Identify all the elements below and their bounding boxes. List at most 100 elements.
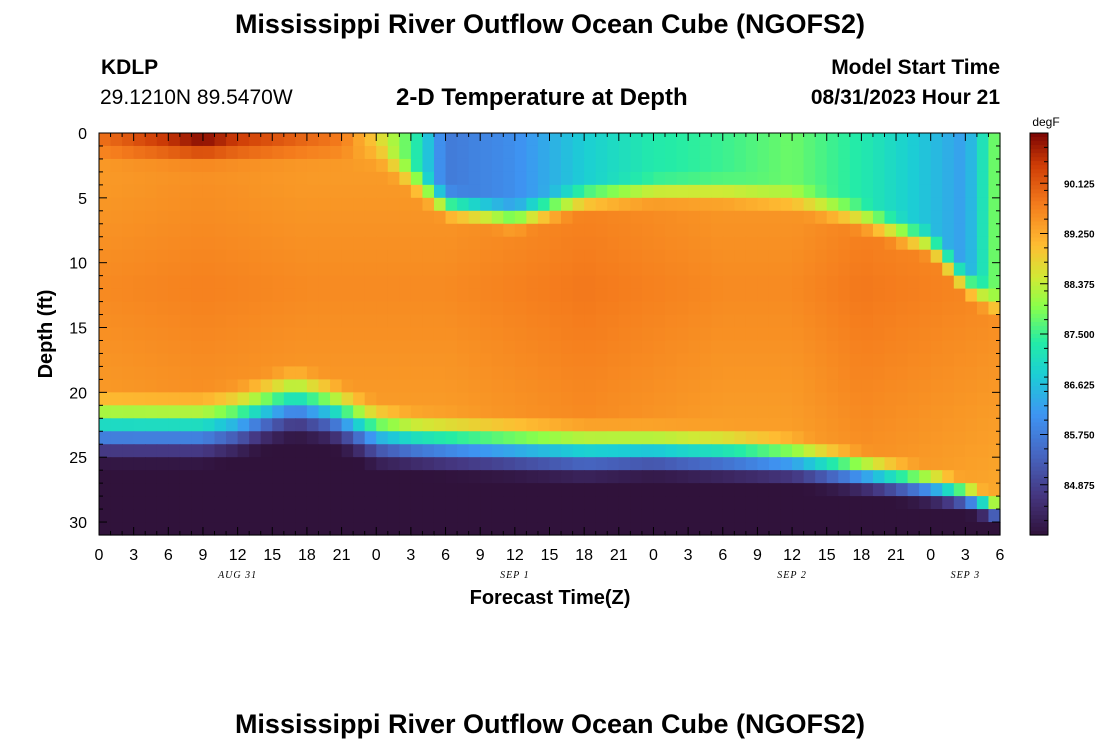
- heatmap-cell: [364, 340, 377, 355]
- heatmap-cell: [988, 288, 1001, 303]
- heatmap-cell: [942, 353, 955, 368]
- heatmap-cell: [237, 392, 250, 406]
- heatmap-cell: [953, 327, 966, 342]
- heatmap-cell: [399, 210, 412, 225]
- heatmap-cell: [191, 210, 204, 225]
- heatmap-cell: [237, 340, 250, 355]
- heatmap-cell: [260, 509, 273, 523]
- heatmap-cell: [480, 496, 493, 510]
- heatmap-cell: [237, 275, 250, 290]
- heatmap-cell: [676, 158, 689, 173]
- heatmap-cell: [168, 496, 181, 510]
- heatmap-cell: [630, 353, 643, 368]
- heatmap-cell: [468, 197, 481, 212]
- heatmap-cell: [607, 158, 620, 173]
- heatmap-cell: [988, 496, 1001, 510]
- heatmap-cell: [387, 288, 400, 303]
- heatmap-cell: [699, 509, 712, 523]
- heatmap-cell: [537, 262, 551, 277]
- heatmap-cell: [168, 418, 181, 432]
- heatmap-cell: [965, 366, 978, 380]
- heatmap-cell: [110, 353, 123, 368]
- heatmap-cell: [410, 457, 424, 471]
- heatmap-cell: [110, 236, 123, 251]
- heatmap-cell: [641, 158, 655, 173]
- heatmap-cell: [630, 145, 643, 160]
- heatmap-cell: [861, 145, 874, 160]
- heatmap-cell: [757, 314, 770, 329]
- heatmap-cell: [872, 197, 886, 212]
- heatmap-cell: [526, 509, 539, 523]
- heatmap-cell: [930, 133, 943, 147]
- heatmap-cell: [826, 470, 839, 484]
- heatmap-cell: [433, 184, 447, 199]
- heatmap-cell: [226, 457, 239, 471]
- heatmap-cell: [168, 184, 181, 199]
- heatmap-cell: [410, 353, 424, 368]
- heatmap-cell: [872, 223, 886, 238]
- heatmap-cell: [122, 470, 135, 484]
- heatmap-cell: [607, 340, 620, 355]
- heatmap-cell: [768, 509, 782, 523]
- heatmap-cell: [919, 133, 932, 147]
- heatmap-cell: [711, 509, 724, 523]
- heatmap-cell: [630, 210, 643, 225]
- heatmap-cell: [168, 197, 181, 212]
- heatmap-cell: [99, 184, 112, 199]
- heatmap-cell: [226, 327, 239, 342]
- heatmap-cell: [838, 470, 851, 484]
- heatmap-cell: [976, 509, 990, 523]
- heatmap-cell: [665, 210, 678, 225]
- heatmap-cell: [480, 509, 493, 523]
- heatmap-cell: [711, 431, 724, 445]
- heatmap-cell: [330, 392, 343, 406]
- heatmap-cell: [122, 392, 135, 406]
- heatmap-cell: [353, 171, 366, 186]
- heatmap-cell: [988, 431, 1001, 445]
- heatmap-cell: [457, 301, 470, 316]
- heatmap-cell: [907, 171, 920, 186]
- heatmap-cell: [549, 236, 562, 251]
- heatmap-cell: [237, 301, 250, 316]
- heatmap-cell: [815, 314, 828, 329]
- heatmap-cell: [249, 210, 262, 225]
- heatmap-cell: [630, 431, 643, 445]
- station-coordinates: 29.1210N 89.5470W: [100, 86, 293, 109]
- heatmap-cell: [457, 366, 470, 380]
- heatmap-cell: [341, 236, 354, 251]
- heatmap-cell: [283, 392, 296, 406]
- heatmap-cell: [676, 288, 689, 303]
- colorbar-segment: [1030, 285, 1048, 291]
- heatmap-cell: [202, 483, 216, 497]
- colorbar-segment: [1030, 133, 1048, 138]
- heatmap-cell: [641, 405, 655, 419]
- heatmap-cell: [283, 509, 296, 523]
- heatmap-cell: [133, 353, 146, 368]
- heatmap-cell: [133, 210, 146, 225]
- heatmap-cell: [780, 353, 793, 368]
- heatmap-cell: [503, 444, 516, 458]
- heatmap-cell: [872, 145, 886, 160]
- heatmap-cell: [653, 275, 666, 290]
- heatmap-cell: [919, 210, 932, 225]
- heatmap-cell: [919, 509, 932, 523]
- colorbar-segment: [1030, 309, 1048, 315]
- heatmap-cell: [676, 249, 689, 264]
- heatmap-cell: [653, 171, 666, 186]
- heatmap-cell: [133, 288, 146, 303]
- heatmap-cell: [133, 496, 146, 510]
- heatmap-cell: [295, 327, 308, 342]
- heatmap-cell: [757, 483, 770, 497]
- heatmap-cell: [99, 314, 112, 329]
- heatmap-cell: [757, 431, 770, 445]
- colorbar-segment: [1030, 394, 1048, 399]
- heatmap-cell: [896, 223, 909, 238]
- heatmap-cell: [792, 210, 805, 225]
- heatmap-cell: [676, 210, 689, 225]
- heatmap-cell: [838, 496, 851, 510]
- heatmap-cell: [699, 392, 712, 406]
- heatmap-cell: [387, 133, 400, 147]
- heatmap-cell: [468, 509, 481, 523]
- heatmap-cell: [537, 301, 551, 316]
- heatmap-cell: [919, 379, 932, 393]
